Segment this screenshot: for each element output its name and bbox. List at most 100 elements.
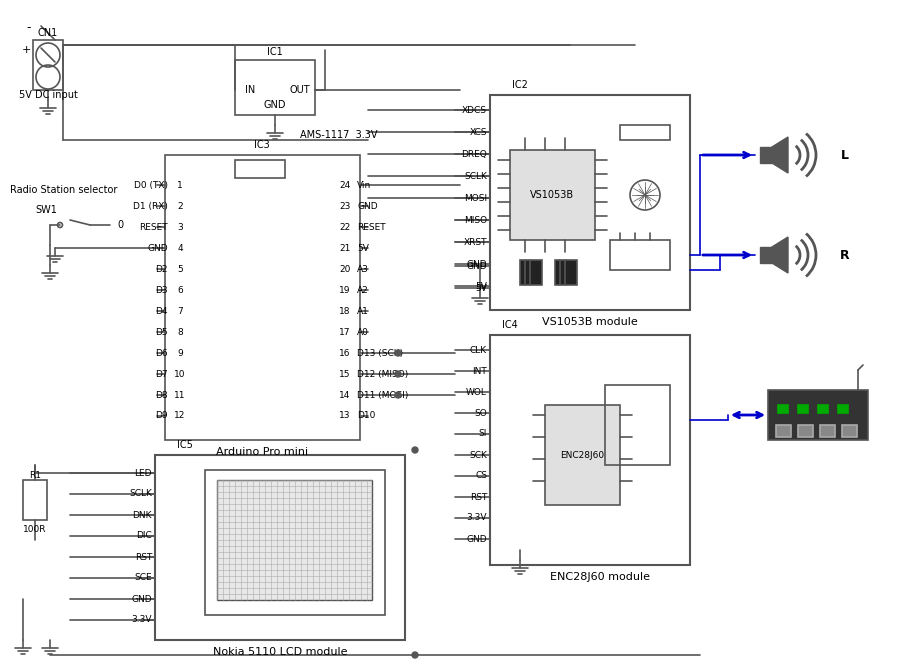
Text: VS1053B: VS1053B [530,190,574,200]
Bar [510,150,595,240]
Text: +: + [22,45,31,55]
Text: L: L [841,148,849,162]
Text: 12: 12 [174,412,186,420]
Text: 18: 18 [339,307,351,315]
Text: SW1: SW1 [35,205,57,215]
Text: 0: 0 [117,220,123,230]
Text: CN1: CN1 [38,28,58,38]
Text: 14: 14 [339,390,351,400]
Bar [205,470,385,615]
Text: 4: 4 [178,243,183,253]
Text: 5V: 5V [475,281,487,291]
Bar [778,405,788,413]
Text: 8: 8 [177,327,183,336]
Text: D13 (SCK): D13 (SCK) [357,348,403,358]
Text: MISO: MISO [464,215,487,225]
Circle shape [412,652,418,658]
Text: Radio Station selector: Radio Station selector [10,185,118,195]
Text: IC2: IC2 [512,80,528,90]
Text: D12 (MISO): D12 (MISO) [357,370,408,378]
Text: D6: D6 [155,348,168,358]
Text: SCLK: SCLK [129,489,152,499]
Bar [798,425,813,437]
Text: D0 (TX): D0 (TX) [134,180,168,190]
Text: RST: RST [470,493,487,501]
Text: SO: SO [475,408,487,418]
Polygon shape [760,247,772,263]
Text: WOL: WOL [466,388,487,396]
Text: 6: 6 [177,285,183,295]
Text: 11: 11 [174,390,186,400]
Bar [798,405,808,413]
Text: 3.3V: 3.3V [132,616,152,624]
Bar [235,160,285,178]
Text: D9: D9 [155,412,168,420]
Text: DNK: DNK [133,511,152,519]
Polygon shape [760,147,772,163]
Text: 3: 3 [177,223,183,231]
Circle shape [395,371,401,377]
Text: D11 (MOSI): D11 (MOSI) [357,390,408,400]
Text: INT: INT [472,366,487,376]
Bar [776,425,791,437]
Text: SCK: SCK [469,450,487,460]
Text: R1: R1 [29,471,41,479]
Bar [842,425,857,437]
Text: ENC28J60: ENC28J60 [560,450,604,460]
Text: Vin: Vin [357,180,371,190]
Text: A1: A1 [357,307,369,315]
Text: OUT: OUT [290,85,310,95]
Text: A0: A0 [357,327,369,336]
Text: XCS: XCS [469,128,487,136]
Text: 5: 5 [177,265,183,273]
Text: GND: GND [466,261,487,271]
Text: 5V: 5V [475,283,487,293]
Bar [820,425,835,437]
Text: 7: 7 [177,307,183,315]
Bar [838,405,848,413]
Text: A3: A3 [357,265,369,273]
Text: -: - [27,21,31,35]
Text: 9: 9 [177,348,183,358]
Text: LED: LED [135,469,152,477]
Text: 21: 21 [339,243,351,253]
Text: Nokia 5110 LCD module: Nokia 5110 LCD module [213,647,347,657]
Bar [605,385,670,465]
Text: GND: GND [466,535,487,543]
Text: GND: GND [147,243,168,253]
Text: 20: 20 [339,265,351,273]
Text: Arduino Pro mini: Arduino Pro mini [216,447,308,457]
Circle shape [412,447,418,453]
Bar [490,95,690,310]
Text: IC4: IC4 [502,320,518,330]
Bar [520,260,542,285]
Bar [235,60,315,115]
Polygon shape [772,237,788,273]
Text: XRST: XRST [464,237,487,247]
Bar [165,155,360,440]
Bar [768,390,868,440]
Text: D1 (RX): D1 (RX) [133,201,168,211]
Text: 24: 24 [339,180,351,190]
Text: 5V: 5V [357,243,369,253]
Text: IN: IN [245,85,255,95]
Text: MOSI: MOSI [464,194,487,203]
Text: 10: 10 [174,370,186,378]
Text: VS1053B module: VS1053B module [542,317,638,327]
Text: XDCS: XDCS [462,106,487,114]
Text: D4: D4 [155,307,168,315]
Text: RST: RST [135,553,152,561]
Bar [545,405,620,505]
Bar [610,240,670,270]
Text: SCLK: SCLK [464,172,487,180]
Text: IC1: IC1 [267,47,283,57]
Text: D8: D8 [155,390,168,400]
Text: CLK: CLK [470,346,487,354]
Bar [33,40,63,90]
Text: 2: 2 [178,201,183,211]
Bar [23,480,47,520]
Bar [818,405,828,413]
Text: 5V DC input: 5V DC input [19,90,77,100]
Text: 3.3V: 3.3V [466,513,487,523]
Text: 15: 15 [339,370,351,378]
